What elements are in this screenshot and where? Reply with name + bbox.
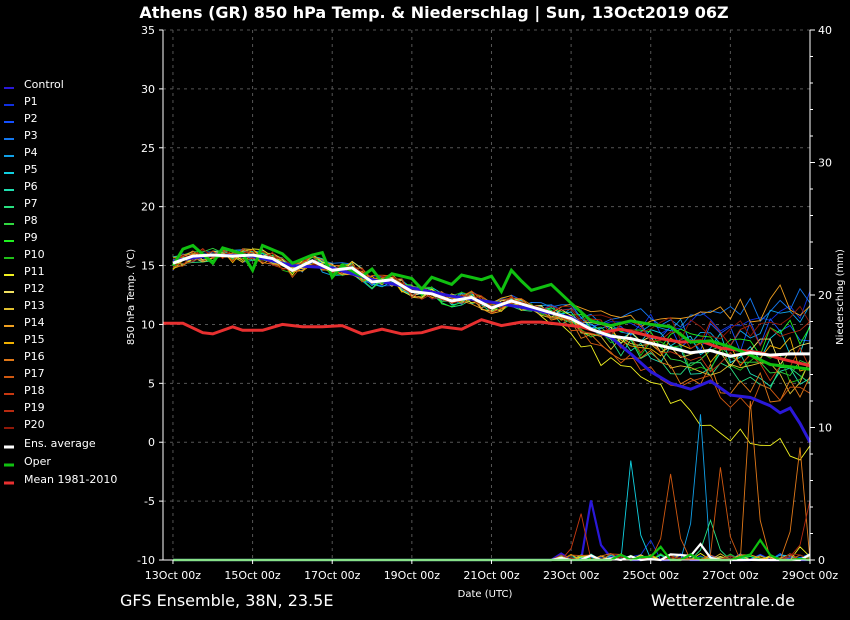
legend-label: P10 bbox=[24, 248, 45, 261]
y-right-tick-label: 0 bbox=[818, 554, 825, 567]
footer-source: Wetterzentrale.de bbox=[651, 591, 795, 610]
legend-label: Control bbox=[24, 78, 64, 91]
legend-label: P6 bbox=[24, 180, 38, 193]
chart-title: Athens (GR) 850 hPa Temp. & Niederschlag… bbox=[139, 3, 728, 23]
x-tick-label: 27Oct 00z bbox=[702, 569, 759, 582]
legend-entry: P9 bbox=[4, 231, 38, 244]
y-tick-label: 30 bbox=[141, 83, 155, 96]
x-tick-label: 19Oct 00z bbox=[384, 569, 441, 582]
y-axis-label: 850 hPa Temp. (°C) bbox=[126, 249, 137, 345]
legend-label: P13 bbox=[24, 299, 45, 312]
precip-line-p7 bbox=[173, 518, 811, 561]
legend-entry: Mean 1981-2010 bbox=[4, 473, 117, 486]
legend-entry: P19 bbox=[4, 401, 45, 414]
legend-entry: P1 bbox=[4, 95, 38, 108]
x-tick-label: 15Oct 00z bbox=[224, 569, 281, 582]
temp-line-p2 bbox=[172, 248, 811, 353]
temp-line-ens-average bbox=[172, 253, 810, 358]
legend-label: P1 bbox=[24, 95, 38, 108]
legend-label: P9 bbox=[24, 231, 38, 244]
legend-entry: P10 bbox=[4, 248, 45, 261]
legend-label: P12 bbox=[24, 282, 45, 295]
y-right-tick-label: 10 bbox=[818, 422, 832, 435]
legend-entry: P14 bbox=[4, 316, 45, 329]
x-axis-label: Date (UTC) bbox=[458, 589, 513, 600]
y-tick-label: 5 bbox=[148, 377, 155, 390]
legend-entry: P3 bbox=[4, 129, 38, 142]
y-right-tick-label: 20 bbox=[818, 289, 832, 302]
y-axis-right-label: Niederschlag (mm) bbox=[835, 249, 846, 345]
temp-line-mean-1981-2010 bbox=[163, 318, 811, 368]
legend-entry: P13 bbox=[4, 299, 45, 312]
footer-model-info: GFS Ensemble, 38N, 23.5E bbox=[120, 591, 333, 610]
legend-label: P11 bbox=[24, 265, 45, 278]
legend-entry: Oper bbox=[4, 455, 51, 468]
legend-label: P20 bbox=[24, 418, 45, 431]
temp-line-p17 bbox=[172, 249, 811, 410]
legend-entry: P8 bbox=[4, 214, 38, 227]
axes: 35 30 25 20 15 10 5 0 -5 -10 40 30 20 10 0 13Oct 00z 15O… bbox=[137, 24, 838, 582]
y-right-tick-label: 40 bbox=[818, 24, 832, 37]
temp-line-p18 bbox=[172, 248, 811, 382]
precip-line-p5 bbox=[173, 460, 811, 561]
legend-entry: Control bbox=[4, 78, 64, 91]
x-tick-label: 21Oct 00z bbox=[463, 569, 520, 582]
precip-line-control bbox=[173, 500, 810, 562]
y-tick-label: -5 bbox=[144, 495, 155, 508]
legend-entry: P12 bbox=[4, 282, 45, 295]
legend-entry: P20 bbox=[4, 418, 45, 431]
legend-label: P2 bbox=[24, 112, 38, 125]
x-tick-label: 29Oct 00z bbox=[782, 569, 839, 582]
legend-entry: P16 bbox=[4, 350, 45, 363]
legend-label: P19 bbox=[24, 401, 45, 414]
x-tick-label: 17Oct 00z bbox=[304, 569, 361, 582]
legend-label: P15 bbox=[24, 333, 45, 346]
grid bbox=[163, 29, 811, 560]
legend-label: Oper bbox=[24, 455, 51, 468]
legend-entry: P5 bbox=[4, 163, 38, 176]
legend-label: Ens. average bbox=[24, 437, 96, 450]
precip-line-p19 bbox=[173, 500, 811, 561]
temp-line-oper bbox=[171, 243, 811, 371]
legend-entry: Ens. average bbox=[4, 437, 96, 450]
legend-label: P18 bbox=[24, 384, 45, 397]
legend-label: P5 bbox=[24, 163, 38, 176]
legend-label: P3 bbox=[24, 129, 38, 142]
legend-label: P14 bbox=[24, 316, 45, 329]
legend-entry: P18 bbox=[4, 384, 45, 397]
y-tick-label: 15 bbox=[141, 260, 155, 273]
legend-label: P17 bbox=[24, 367, 45, 380]
x-tick-label: 23Oct 00z bbox=[543, 569, 600, 582]
x-tick-label: 13Oct 00z bbox=[145, 569, 202, 582]
legend-entry: P6 bbox=[4, 180, 38, 193]
y-right-tick-label: 30 bbox=[818, 157, 832, 170]
y-tick-label: 25 bbox=[141, 142, 155, 155]
legend-label: P16 bbox=[24, 350, 45, 363]
legend-entry: P7 bbox=[4, 197, 38, 210]
x-tick-label: 25Oct 00z bbox=[623, 569, 680, 582]
legend-entry: P2 bbox=[4, 112, 38, 125]
legend-entry: P15 bbox=[4, 333, 45, 346]
legend-label: Mean 1981-2010 bbox=[24, 473, 117, 486]
legend-label: P8 bbox=[24, 214, 38, 227]
legend-entry: P4 bbox=[4, 146, 38, 159]
y-tick-label: -10 bbox=[137, 554, 155, 567]
legend: Control P1 P2 P3 P4 P5 P6 P7 P8 P9 P10 P11 P12 P13 P14… bbox=[4, 78, 117, 486]
y-tick-label: 0 bbox=[148, 436, 155, 449]
legend-label: P4 bbox=[24, 146, 38, 159]
data-lines bbox=[163, 243, 812, 562]
legend-entry: P17 bbox=[4, 367, 45, 380]
legend-entry: P11 bbox=[4, 265, 45, 278]
y-tick-label: 20 bbox=[141, 201, 155, 214]
y-tick-label: 35 bbox=[141, 24, 155, 37]
y-tick-label: 10 bbox=[141, 318, 155, 331]
legend-label: P7 bbox=[24, 197, 38, 210]
